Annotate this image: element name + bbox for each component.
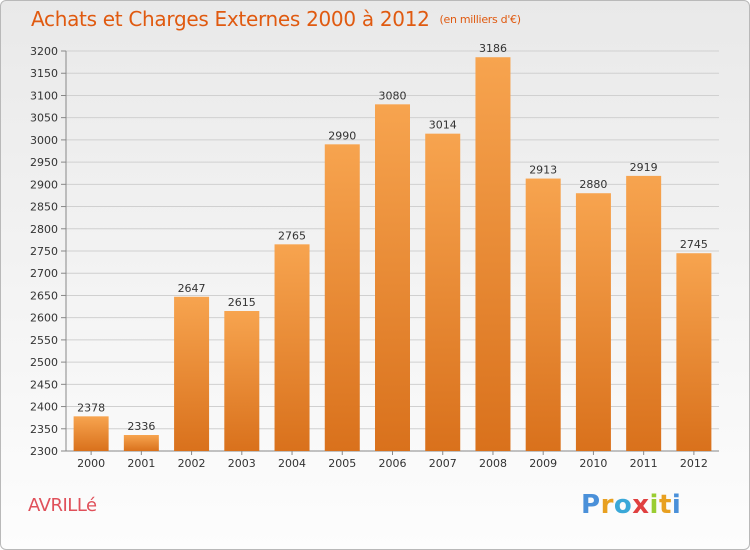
y-tick-label: 2350 <box>30 423 58 436</box>
data-label: 2765 <box>278 229 306 242</box>
bar <box>425 133 461 451</box>
y-tick-label: 2950 <box>30 156 58 169</box>
bar <box>73 416 109 451</box>
y-tick-label: 2600 <box>30 312 58 325</box>
y-tick-label: 3000 <box>30 134 58 147</box>
bar <box>123 435 159 451</box>
bar <box>324 144 360 452</box>
x-tick-label: 2011 <box>630 457 658 470</box>
y-tick-label: 2400 <box>30 401 58 414</box>
y-tick-label: 2800 <box>30 223 58 236</box>
x-tick-label: 2005 <box>328 457 356 470</box>
x-tick-label: 2007 <box>429 457 457 470</box>
bar <box>174 296 210 451</box>
logo-letter: i <box>649 490 659 520</box>
x-tick-label: 2000 <box>77 457 105 470</box>
data-label: 2919 <box>630 161 658 174</box>
logo-letter: x <box>632 490 650 520</box>
logo-letter: P <box>581 490 601 520</box>
commune-name: AVRILLé <box>28 495 97 516</box>
x-tick-label: 2010 <box>579 457 607 470</box>
data-label: 3080 <box>379 89 407 102</box>
chart-title: Achats et Charges Externes 2000 à 2012 (e… <box>31 7 521 31</box>
y-tick-label: 2300 <box>30 445 58 458</box>
data-label: 2336 <box>127 420 155 433</box>
bar <box>274 244 310 451</box>
title-unit: (en milliers d'€) <box>439 13 521 26</box>
data-label: 2880 <box>579 178 607 191</box>
logo-letter: o <box>613 490 633 520</box>
x-tick-label: 2002 <box>178 457 206 470</box>
x-tick-label: 2003 <box>228 457 256 470</box>
logo-letter: i <box>671 490 682 520</box>
data-label: 2615 <box>228 296 256 309</box>
data-label: 2913 <box>529 164 557 177</box>
y-tick-label: 2550 <box>30 334 58 347</box>
data-label: 2378 <box>77 401 105 414</box>
y-tick-label: 2700 <box>30 267 58 280</box>
y-tick-label: 3050 <box>30 112 58 125</box>
data-label: 2647 <box>178 282 206 295</box>
data-label: 2990 <box>328 129 356 142</box>
bar <box>575 193 611 451</box>
x-tick-label: 2006 <box>379 457 407 470</box>
y-tick-label: 3150 <box>30 67 58 80</box>
x-tick-label: 2008 <box>479 457 507 470</box>
x-tick-label: 2009 <box>529 457 557 470</box>
bar <box>626 175 662 451</box>
title-text: Achats et Charges Externes 2000 à 2012 <box>31 7 430 31</box>
data-label: 2745 <box>680 238 708 251</box>
x-tick-label: 2004 <box>278 457 306 470</box>
y-tick-label: 3200 <box>30 45 58 58</box>
bar <box>676 253 712 451</box>
bar <box>224 311 260 451</box>
y-tick-label: 2450 <box>30 378 58 391</box>
bar <box>375 104 410 451</box>
logo-letter: r <box>600 490 614 520</box>
y-tick-label: 2650 <box>30 289 58 302</box>
y-tick-label: 3100 <box>30 89 58 102</box>
y-tick-label: 2750 <box>30 245 58 258</box>
y-tick-label: 2850 <box>30 201 58 214</box>
y-tick-label: 2500 <box>30 356 58 369</box>
x-tick-label: 2012 <box>680 457 708 470</box>
x-tick-label: 2001 <box>127 457 155 470</box>
proxiti-logo: Proxiti <box>581 490 681 520</box>
data-label: 3014 <box>429 119 457 132</box>
y-tick-label: 2900 <box>30 178 58 191</box>
bar <box>525 178 561 452</box>
data-label: 3186 <box>479 42 507 55</box>
bar <box>475 57 511 451</box>
logo-letter: t <box>658 490 672 520</box>
